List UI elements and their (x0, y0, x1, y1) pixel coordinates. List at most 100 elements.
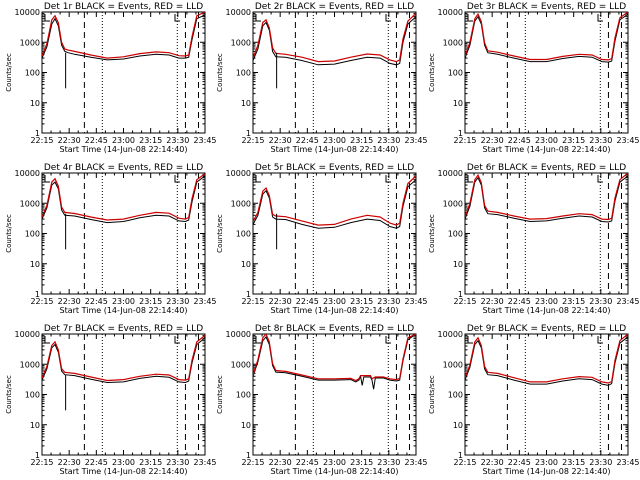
x-tick-label: 22:45 (508, 297, 531, 306)
x-tick-label: 23:30 (589, 136, 612, 145)
y-tick-label: 1000 (20, 38, 40, 47)
y-tick-label: 10 (453, 99, 463, 108)
panel-8: Det 8r BLACK = Events, RED = LLD 1 10 100 10… (216, 324, 428, 476)
x-tick-label: 22:15 (30, 458, 53, 467)
x-axis-label: Start Time (14-Jun-08 22:14:40) (60, 306, 188, 315)
x-tick-label: 22:45 (296, 297, 319, 306)
corner-marker (597, 175, 603, 183)
corner-marker (385, 14, 391, 22)
panel-title: Det 6r BLACK = Events, RED = LLD (467, 163, 626, 173)
corner-marker (255, 175, 261, 183)
corner-marker (44, 175, 50, 183)
series-group (253, 12, 416, 89)
x-tick-label: 22:15 (453, 297, 476, 306)
x-tick-label: 23:00 (535, 458, 558, 467)
panel-title: Det 9r BLACK = Events, RED = LLD (467, 324, 626, 334)
x-axis-label: Start Time (14-Jun-08 22:14:40) (271, 145, 399, 154)
y-tick-label: 100 (25, 391, 40, 400)
lld-series-line (465, 12, 628, 61)
x-tick-label: 23:00 (535, 136, 558, 145)
corner-marker (467, 14, 473, 22)
x-tick-label: 23:00 (323, 297, 346, 306)
events-series-line (465, 13, 628, 63)
x-tick-label: 23:00 (323, 136, 346, 145)
plot-frame (41, 172, 206, 295)
x-tick-label: 23:30 (377, 297, 400, 306)
y-tick-label: 100 (448, 69, 463, 78)
series-group (465, 173, 628, 223)
y-tick-label: 1 (458, 290, 463, 299)
series-group (42, 173, 205, 250)
lld-series-line (465, 334, 628, 384)
x-tick-label: 22:15 (241, 458, 264, 467)
x-tick-label: 23:15 (139, 297, 162, 306)
x-tick-label: 23:45 (616, 297, 639, 306)
y-tick-label: 100 (25, 230, 40, 239)
corner-marker (44, 14, 50, 22)
plot-frame (252, 172, 417, 295)
events-series-line (465, 175, 628, 223)
corner-marker (174, 336, 180, 344)
plot-frame (41, 11, 206, 134)
plot-frame (252, 11, 417, 134)
x-tick-label: 22:30 (58, 458, 81, 467)
x-tick-label: 23:15 (562, 136, 585, 145)
y-tick-label: 10000 (226, 330, 251, 339)
y-tick-label: 100 (448, 391, 463, 400)
plot-frame (464, 333, 629, 456)
x-tick-label: 23:30 (166, 136, 189, 145)
x-tick-label: 22:15 (30, 297, 53, 306)
x-axis-label: Start Time (14-Jun-08 22:14:40) (271, 467, 399, 476)
corner-marker (174, 14, 180, 22)
x-tick-label: 23:45 (193, 458, 216, 467)
lld-series-line (42, 334, 205, 382)
y-tick-label: 1 (458, 451, 463, 460)
events-series-line (42, 175, 205, 224)
y-tick-label: 1000 (20, 199, 40, 208)
y-axis-label: Counts/sec (216, 375, 224, 414)
series-group (253, 175, 416, 250)
y-tick-label: 1000 (20, 360, 40, 369)
y-tick-label: 1000 (443, 38, 463, 47)
panel-title: Det 5r BLACK = Events, RED = LLD (255, 163, 414, 173)
x-tick-label: 22:30 (269, 136, 292, 145)
x-tick-label: 23:45 (404, 297, 427, 306)
y-tick-label: 1 (246, 451, 251, 460)
y-tick-label: 1 (35, 290, 40, 299)
panel-6: Det 6r BLACK = Events, RED = LLD 1 10 100 10… (428, 163, 640, 315)
x-tick-label: 22:30 (58, 136, 81, 145)
y-axis-label: Counts/sec (216, 53, 224, 92)
panel-1: Det 1r BLACK = Events, RED = LLD 1 10 100 10… (5, 2, 217, 154)
corner-marker (597, 14, 603, 22)
plot-frame (464, 172, 629, 295)
x-tick-label: 23:15 (350, 136, 373, 145)
x-tick-label: 22:15 (241, 297, 264, 306)
series-group (253, 334, 416, 390)
y-tick-label: 10000 (15, 8, 40, 17)
x-tick-label: 22:45 (508, 458, 531, 467)
y-tick-label: 10 (30, 421, 40, 430)
plot-frame (252, 333, 417, 456)
panel-title: Det 3r BLACK = Events, RED = LLD (467, 2, 626, 12)
x-tick-label: 23:15 (562, 297, 585, 306)
x-tick-label: 22:15 (30, 136, 53, 145)
y-tick-label: 10000 (15, 330, 40, 339)
y-tick-label: 10 (30, 99, 40, 108)
x-tick-label: 22:45 (85, 136, 108, 145)
x-tick-label: 22:45 (85, 297, 108, 306)
y-tick-label: 100 (448, 230, 463, 239)
events-series-line (42, 337, 205, 384)
x-tick-label: 22:45 (508, 136, 531, 145)
x-tick-label: 23:00 (112, 136, 135, 145)
x-tick-label: 23:30 (589, 297, 612, 306)
x-tick-label: 22:30 (58, 297, 81, 306)
lld-series-line (42, 12, 205, 59)
y-tick-label: 1 (35, 451, 40, 460)
y-tick-label: 1000 (443, 199, 463, 208)
events-series-line (253, 16, 416, 66)
x-tick-label: 22:45 (85, 458, 108, 467)
y-tick-label: 1000 (231, 38, 251, 47)
y-tick-label: 10000 (438, 8, 463, 17)
y-tick-label: 1000 (231, 360, 251, 369)
